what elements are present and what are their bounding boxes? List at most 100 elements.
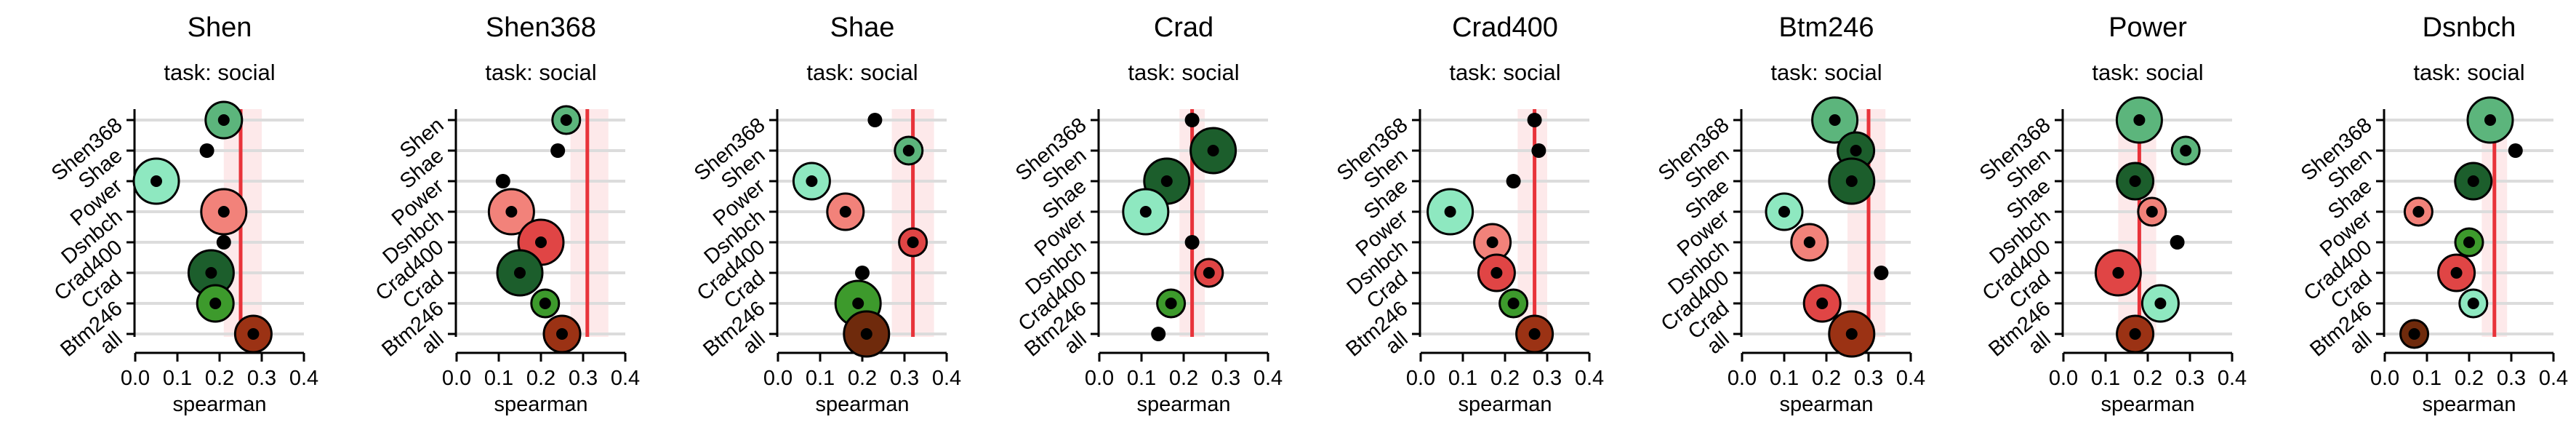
x-tick-label: 0.3 [2497, 367, 2526, 390]
data-point-center [151, 175, 162, 187]
data-point-center [1160, 175, 1173, 187]
data-point-center [1507, 298, 1520, 309]
data-point-center [1778, 206, 1790, 218]
data-point-center [2450, 267, 2463, 279]
data-point-center [1845, 175, 1858, 187]
data-point-center [217, 206, 230, 218]
x-tick-label: 0.1 [1127, 367, 1156, 390]
data-point-center [2467, 175, 2479, 187]
data-point-center [1139, 206, 1152, 218]
x-tick-label: 0.4 [1253, 367, 1283, 390]
data-point-shae [1506, 174, 1521, 188]
data-point-center [217, 114, 230, 126]
x-tick-label: 0.3 [1854, 367, 1883, 390]
data-point-center [1203, 267, 1215, 279]
data-point-shen368 [1527, 113, 1542, 127]
data-point-center [1444, 206, 1456, 218]
data-point-center [806, 175, 818, 187]
panel-title: Dsnbch [2423, 12, 2516, 43]
data-point-shae [550, 143, 566, 158]
data-point-shae [199, 143, 214, 158]
x-tick-label: 0.2 [526, 367, 555, 390]
data-point-center [535, 236, 547, 248]
data-point-center [1850, 145, 1862, 156]
x-tick-label: 0.0 [121, 367, 150, 390]
x-axis-label: spearman [816, 393, 910, 416]
x-tick-label: 0.3 [247, 367, 276, 390]
x-tick-label: 0.4 [1896, 367, 1925, 390]
data-point-center [2412, 206, 2425, 218]
data-point-center [556, 328, 568, 340]
panel-title: Shen368 [486, 12, 596, 43]
x-tick-label: 0.1 [2091, 367, 2120, 390]
x-tick-label: 0.4 [611, 367, 640, 390]
x-tick-label: 0.4 [1575, 367, 1604, 390]
x-axis-label: spearman [2101, 393, 2195, 416]
data-point-center [852, 298, 864, 309]
data-point-center [2467, 298, 2479, 309]
x-axis-label: spearman [494, 393, 588, 416]
x-tick-label: 0.3 [890, 367, 919, 390]
panel-title: Shen [188, 12, 252, 43]
data-point-crad400 [2170, 235, 2185, 250]
data-point-center [2180, 145, 2192, 156]
data-point-center [539, 298, 551, 309]
data-point-center [907, 236, 919, 248]
x-tick-label: 0.3 [2175, 367, 2204, 390]
data-point-all [1151, 327, 1166, 341]
x-tick-label: 0.3 [1533, 367, 1562, 390]
data-point-center [839, 206, 851, 218]
x-tick-label: 0.2 [848, 367, 877, 390]
x-tick-label: 0.0 [442, 367, 471, 390]
x-tick-label: 0.2 [1169, 367, 1198, 390]
data-point-center [514, 267, 526, 279]
x-tick-label: 0.0 [2049, 367, 2078, 390]
data-point-crad [855, 266, 870, 280]
data-point-center [2463, 236, 2475, 248]
x-tick-label: 0.4 [2218, 367, 2247, 390]
data-point-shen368 [1184, 113, 1200, 127]
data-point-center [505, 206, 518, 218]
data-point-center [1207, 145, 1219, 156]
data-point-power [495, 174, 510, 188]
data-point-center [205, 267, 217, 279]
data-point-center [2133, 114, 2146, 126]
x-tick-label: 0.0 [2370, 367, 2399, 390]
data-point-center [209, 298, 222, 309]
data-point-center [2129, 175, 2141, 187]
data-point-center [2129, 328, 2141, 340]
panel-title: Power [2108, 12, 2187, 43]
panel-subtitle: task: social [1770, 60, 1882, 85]
data-point-center [1528, 328, 1541, 340]
panel-title: Crad [1154, 12, 1213, 43]
panel-title: Btm246 [1779, 12, 1874, 43]
panel-subtitle: task: social [164, 60, 275, 85]
panel-subtitle: task: social [806, 60, 918, 85]
x-tick-label: 0.0 [1406, 367, 1435, 390]
data-point-center [560, 114, 572, 126]
panel-subtitle: task: social [1449, 60, 1560, 85]
x-tick-label: 0.3 [1211, 367, 1240, 390]
x-tick-label: 0.4 [2539, 367, 2568, 390]
x-tick-label: 0.0 [763, 367, 793, 390]
panel-subtitle: task: social [2413, 60, 2524, 85]
data-point-center [1845, 328, 1858, 340]
x-tick-label: 0.2 [205, 367, 234, 390]
data-point-center [860, 328, 872, 340]
data-point-center [902, 145, 915, 156]
data-point-center [247, 328, 260, 340]
x-tick-label: 0.2 [1812, 367, 1841, 390]
data-point-center [1829, 114, 1841, 126]
reference-band [570, 109, 609, 337]
x-axis-label: spearman [1137, 393, 1231, 416]
panel-title: Shae [830, 12, 895, 43]
data-point-center [2112, 267, 2124, 279]
x-tick-label: 0.0 [1728, 367, 1757, 390]
data-point-crad400 [216, 235, 231, 250]
